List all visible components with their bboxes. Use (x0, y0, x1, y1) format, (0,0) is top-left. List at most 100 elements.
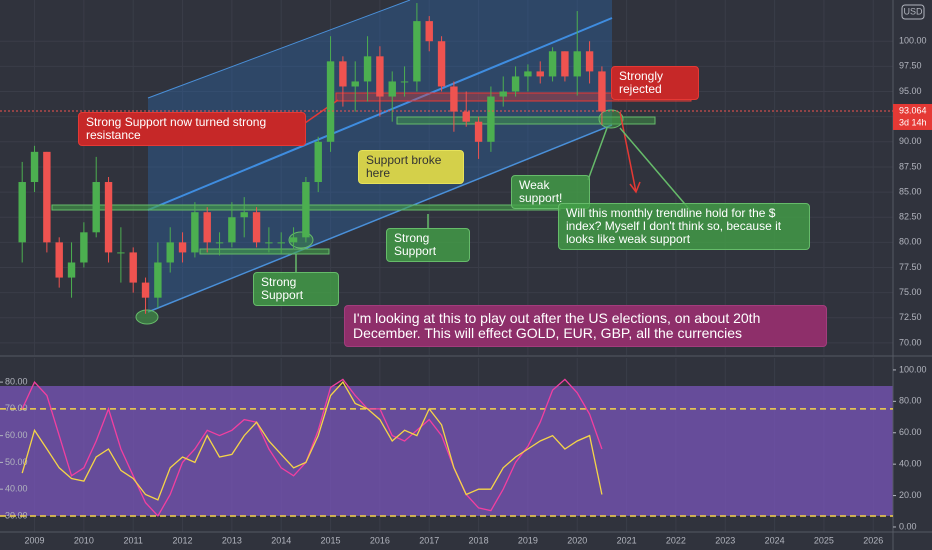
candle-body (129, 252, 137, 283)
y-tick-label: 75.00 (899, 287, 922, 297)
currency-box (901, 4, 925, 20)
candle-body (425, 21, 433, 42)
x-tick-label: 2021 (617, 535, 637, 545)
annotation: Strong Support now turned strong resista… (78, 112, 306, 146)
pointer (619, 127, 691, 211)
candle-body (277, 242, 285, 244)
x-tick-label: 2015 (321, 535, 341, 545)
candle-body (536, 71, 544, 77)
marks: 2009 2010 2011 2012 2013 2014 2015 2016 2017 2018… (0, 3, 932, 545)
candle-body (104, 182, 113, 253)
y-tick-label: 87.50 (899, 161, 922, 171)
candle-body (178, 242, 187, 253)
candle-body (474, 121, 483, 142)
y-tick-label: 100.00 (899, 36, 927, 46)
y2-tick-label: 80.00 (899, 396, 922, 406)
y-tick-label: 40.00 (5, 484, 28, 494)
channel-bottom (147, 124, 613, 313)
x-tick-label: 2025 (814, 535, 834, 545)
candle-body (598, 71, 606, 112)
candle-body (240, 212, 248, 218)
candle-body (499, 91, 507, 97)
candle-body (326, 61, 335, 142)
candle-body (252, 212, 261, 243)
arrow-head (629, 181, 641, 194)
x-tick-label: 2026 (863, 535, 883, 545)
y2-tick-label: 60.00 (899, 427, 922, 437)
y-tick-label: 95.00 (899, 86, 922, 96)
x-tick-label: 2023 (715, 535, 735, 545)
candle-body (462, 111, 470, 122)
indicator-line (21, 378, 603, 517)
candle-body (524, 71, 532, 77)
candle-body (400, 81, 409, 83)
candle-body (30, 151, 39, 183)
y-tick-label: 70.00 (5, 403, 28, 413)
pointer (587, 127, 608, 181)
candle-body (561, 51, 569, 77)
candle-body (511, 76, 520, 92)
candle-body (18, 182, 26, 243)
y-tick-label: 80.00 (5, 376, 28, 386)
candle-body (351, 81, 359, 87)
y-tick-label: 90.00 (899, 136, 922, 146)
x-tick-label: 2016 (370, 535, 390, 545)
indicator-line (21, 381, 603, 501)
y-tick-label: 85.00 (899, 186, 922, 196)
currency: USD (903, 6, 923, 16)
annotation: Strong Support (253, 272, 339, 306)
x-tick-label: 2009 (25, 535, 45, 545)
y2-tick-label: 40.00 (899, 459, 922, 469)
annotation: Will this monthly trendline hold for the… (558, 203, 810, 250)
x-tick-label: 2020 (567, 535, 587, 545)
candle-body (154, 262, 162, 298)
candle-body (450, 86, 458, 112)
support-zone (396, 116, 656, 125)
x-tick-label: 2013 (222, 535, 242, 545)
candle-body (215, 242, 224, 244)
x-tick-label: 2024 (765, 535, 785, 545)
arrow (619, 111, 637, 193)
y-tick-label: 82.50 (899, 212, 922, 222)
y-tick-label: 60.00 (5, 430, 28, 440)
candle-body (191, 212, 199, 253)
candle-body (166, 242, 174, 263)
candle-body (203, 212, 211, 243)
price-tag (893, 103, 932, 130)
x-tick-label: 2022 (666, 535, 686, 545)
candle-body (573, 51, 581, 77)
candle-body (363, 56, 372, 82)
x-tick-label: 2012 (173, 535, 193, 545)
candle-body (376, 56, 384, 97)
y2-tick-label: 100.00 (899, 364, 927, 374)
candle-body (92, 182, 100, 233)
candle-body (43, 151, 51, 243)
candle-body (117, 252, 125, 254)
annotation: Strong Support (386, 228, 470, 262)
candle-body (302, 182, 310, 238)
countdown: 3d 14h (899, 117, 927, 127)
candle-body (314, 141, 322, 183)
y-tick-label: 77.50 (899, 262, 922, 272)
y-tick-label: 50.00 (5, 457, 28, 467)
candle-body (487, 96, 495, 142)
x-tick-label: 2017 (419, 535, 439, 545)
channel-top (147, 0, 411, 99)
candle-body (265, 242, 273, 244)
candle-body (289, 237, 298, 243)
x-tick-label: 2018 (469, 535, 489, 545)
support-line (199, 248, 330, 255)
candle-body (80, 232, 88, 263)
annotation: Weak support! (511, 175, 590, 209)
y2-tick-label: 20.00 (899, 490, 922, 500)
x-tick-label: 2011 (124, 535, 143, 545)
y2-tick-label: 0.00 (899, 521, 917, 531)
last-price: 93.064 (899, 105, 927, 115)
candle-body (585, 51, 594, 72)
annotation: I'm looking at this to play out after th… (344, 305, 827, 347)
candle-body (388, 81, 396, 97)
circle (598, 109, 624, 129)
candle-body (141, 282, 150, 298)
